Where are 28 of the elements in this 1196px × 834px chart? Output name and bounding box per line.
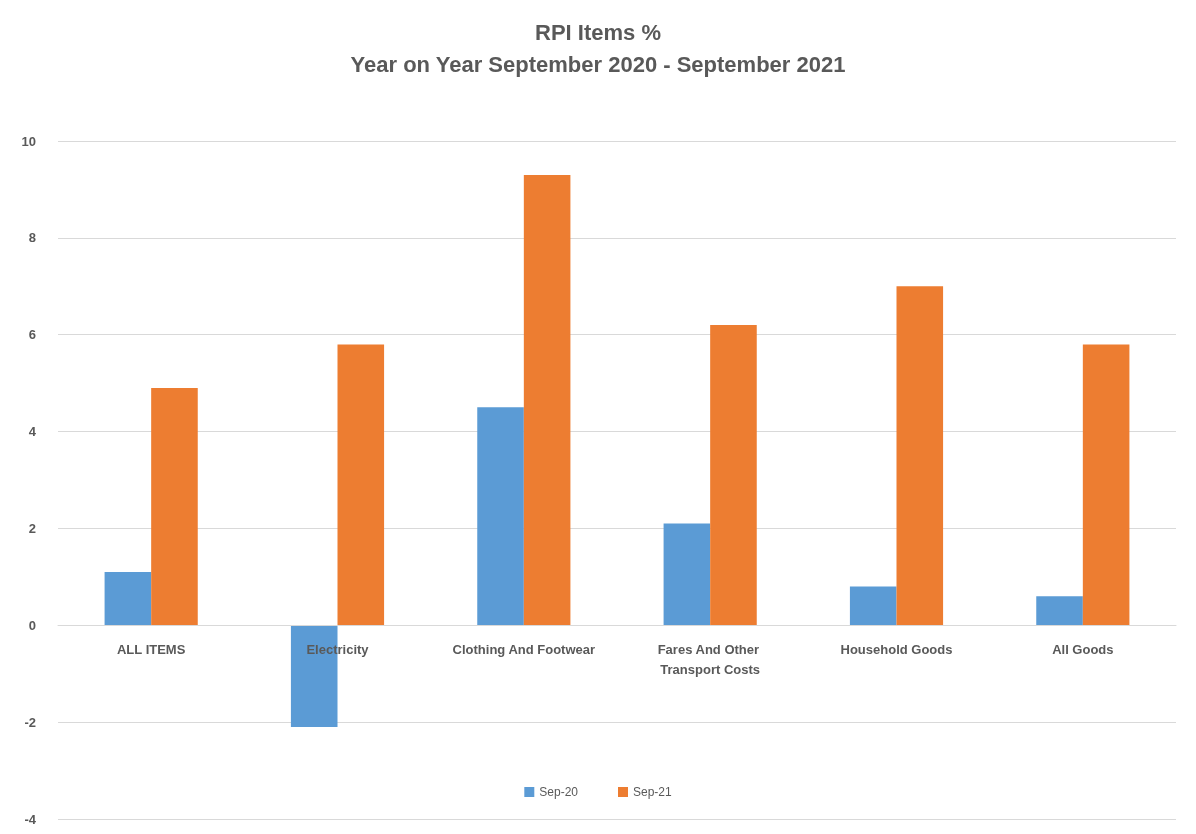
bar	[896, 286, 944, 626]
x-tick-label: Fares And Other Transport Costs	[657, 641, 763, 677]
legend-label: Sep-20	[539, 785, 579, 799]
y-tick-label: 2	[28, 520, 36, 536]
y-tick-label: 0	[28, 617, 36, 633]
legend-label: Sep-21	[633, 785, 673, 799]
chart-title: RPI Items %	[535, 19, 661, 45]
y-tick-label: 10	[21, 133, 36, 149]
bar	[104, 572, 152, 626]
x-tick-label: All Goods	[1052, 641, 1114, 657]
y-tick-label: -2	[24, 714, 36, 730]
x-tick-label: Household Goods	[840, 641, 953, 657]
bar	[849, 586, 897, 626]
bar	[710, 325, 757, 626]
bar	[1036, 596, 1083, 626]
bar	[477, 407, 524, 626]
x-tick-label: ALL ITEMS	[116, 641, 186, 657]
bar	[337, 344, 385, 626]
y-tick-label: 6	[28, 327, 36, 343]
chart-subtitle: Year on Year September 2020 - September 2021	[350, 51, 846, 77]
bar	[151, 387, 198, 626]
y-tick-label: -4	[24, 811, 37, 827]
bar	[663, 523, 711, 626]
x-tick-label: Clothing And Footwear	[452, 641, 596, 657]
y-tick-label: 4	[28, 424, 37, 440]
bar	[523, 174, 571, 626]
bar	[1082, 344, 1130, 626]
y-tick-label: 8	[28, 230, 36, 246]
